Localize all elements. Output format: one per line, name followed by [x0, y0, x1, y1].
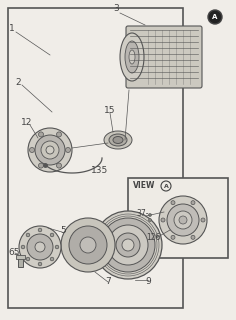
Text: 12: 12	[21, 117, 33, 126]
Circle shape	[108, 225, 148, 265]
Ellipse shape	[129, 50, 135, 64]
Bar	[16, 255, 25, 259]
Circle shape	[148, 213, 152, 217]
Ellipse shape	[109, 134, 127, 146]
Circle shape	[191, 235, 195, 239]
FancyBboxPatch shape	[126, 26, 202, 88]
Circle shape	[28, 128, 72, 172]
Text: 37-: 37-	[136, 209, 148, 218]
Text: 135: 135	[91, 165, 109, 174]
Circle shape	[38, 228, 42, 232]
Bar	[8, 8, 183, 308]
Circle shape	[66, 148, 71, 153]
Circle shape	[19, 226, 61, 268]
Circle shape	[21, 245, 25, 249]
Text: 2: 2	[15, 77, 21, 86]
Circle shape	[191, 201, 195, 205]
Bar	[128, 178, 228, 258]
Circle shape	[27, 234, 53, 260]
Circle shape	[38, 163, 43, 168]
Text: VIEW: VIEW	[133, 181, 155, 190]
Text: 3: 3	[113, 4, 119, 12]
Circle shape	[35, 135, 65, 165]
Circle shape	[171, 201, 175, 205]
Circle shape	[171, 235, 175, 239]
Circle shape	[179, 216, 187, 224]
Text: 9: 9	[145, 277, 151, 286]
Circle shape	[38, 132, 43, 137]
Circle shape	[69, 226, 107, 264]
Bar	[18, 258, 23, 267]
Circle shape	[41, 141, 59, 159]
Text: 1: 1	[9, 23, 15, 33]
Circle shape	[50, 233, 54, 237]
Text: A: A	[212, 14, 218, 20]
Ellipse shape	[125, 41, 139, 73]
Circle shape	[116, 233, 140, 257]
Circle shape	[26, 257, 30, 261]
Circle shape	[94, 211, 162, 279]
Circle shape	[26, 233, 30, 237]
Circle shape	[208, 10, 222, 24]
Circle shape	[80, 237, 96, 253]
Ellipse shape	[120, 33, 144, 81]
Circle shape	[50, 257, 54, 261]
Circle shape	[159, 196, 207, 244]
Circle shape	[56, 163, 62, 168]
Text: 65: 65	[8, 247, 20, 257]
Circle shape	[174, 211, 192, 229]
Text: 5: 5	[60, 226, 66, 235]
Ellipse shape	[113, 137, 123, 143]
Ellipse shape	[104, 131, 132, 149]
Circle shape	[55, 245, 59, 249]
Circle shape	[35, 242, 45, 252]
Circle shape	[122, 239, 134, 251]
Circle shape	[161, 218, 165, 222]
Circle shape	[101, 218, 155, 272]
Text: 15: 15	[104, 106, 116, 115]
Text: 7: 7	[105, 277, 111, 286]
Circle shape	[38, 262, 42, 266]
Circle shape	[148, 219, 152, 221]
Circle shape	[201, 218, 205, 222]
Circle shape	[46, 146, 54, 154]
Circle shape	[56, 132, 62, 137]
Circle shape	[30, 148, 34, 153]
Text: 126: 126	[146, 233, 160, 242]
Text: A: A	[164, 183, 169, 188]
Circle shape	[167, 204, 199, 236]
Circle shape	[61, 218, 115, 272]
